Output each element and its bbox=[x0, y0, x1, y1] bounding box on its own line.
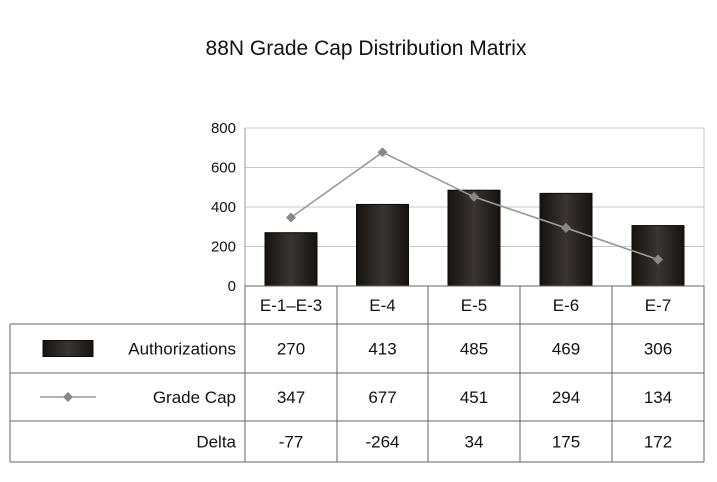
x-tick-label: E-4 bbox=[369, 296, 395, 315]
bar-authorizations bbox=[264, 232, 318, 287]
y-tick-label: 200 bbox=[211, 239, 236, 256]
table-cell: 172 bbox=[644, 433, 672, 452]
table-cell: 469 bbox=[552, 340, 580, 359]
table-cell: 413 bbox=[368, 340, 396, 359]
table-cell: 134 bbox=[644, 388, 672, 407]
x-tick-label: E-6 bbox=[553, 296, 579, 315]
y-tick-label: 400 bbox=[211, 199, 236, 216]
bar-authorizations bbox=[539, 192, 593, 287]
table-cell: 451 bbox=[460, 388, 488, 407]
table-cell: -77 bbox=[279, 433, 304, 452]
table-cell: 306 bbox=[644, 340, 672, 359]
row-label: Delta bbox=[196, 433, 236, 452]
table-cell: 34 bbox=[465, 433, 484, 452]
x-tick-label: E-5 bbox=[461, 296, 487, 315]
y-tick-label: 0 bbox=[228, 278, 236, 295]
bar-authorizations bbox=[447, 189, 501, 287]
table-cell: 485 bbox=[460, 340, 488, 359]
table-cell: 270 bbox=[277, 340, 305, 359]
table-cell: 294 bbox=[552, 388, 580, 407]
y-tick-label: 800 bbox=[211, 120, 236, 137]
point-grade-cap bbox=[469, 191, 479, 202]
plot-area: 0 200 400 600 800 bbox=[211, 120, 705, 295]
row-label: Authorizations bbox=[128, 340, 236, 359]
point-grade-cap bbox=[561, 222, 571, 233]
table-cell: 347 bbox=[277, 388, 305, 407]
table-cell: -264 bbox=[365, 433, 399, 452]
y-tick-label: 600 bbox=[211, 160, 236, 177]
table-cell: 175 bbox=[552, 433, 580, 452]
x-tick-label: E-7 bbox=[645, 296, 671, 315]
legend-marker-grade-cap bbox=[63, 392, 73, 402]
point-grade-cap bbox=[286, 212, 296, 223]
row-label: Grade Cap bbox=[153, 388, 236, 407]
bar-authorizations bbox=[356, 203, 409, 287]
table-cell: 677 bbox=[368, 388, 396, 407]
x-tick-label: E-1–E-3 bbox=[260, 296, 322, 315]
point-grade-cap bbox=[653, 254, 663, 265]
point-grade-cap bbox=[377, 147, 388, 158]
chart-title: 88N Grade Cap Distribution Matrix bbox=[206, 37, 527, 60]
legend-swatch-authorizations bbox=[42, 340, 94, 357]
data-table: E-1–E-3 E-4 E-5 E-6 E-7 Authorizations 270 413 4… bbox=[9, 285, 705, 463]
